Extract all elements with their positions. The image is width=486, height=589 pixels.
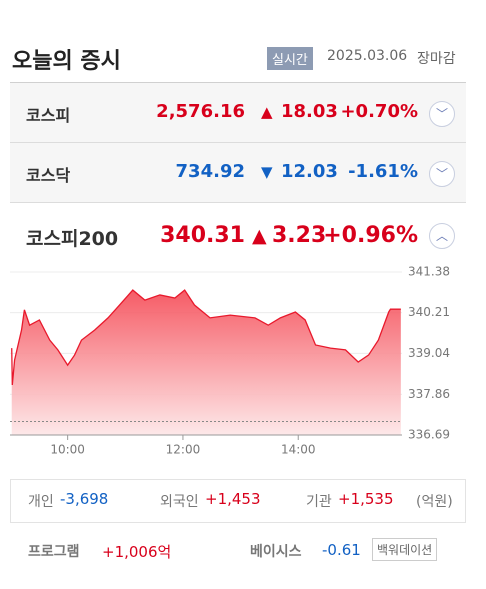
arrow-icon: ▲ (261, 103, 273, 121)
program-label: 프로그램 (28, 544, 80, 560)
y-tick-label: 339.04 (408, 346, 450, 360)
unit: (억원) (416, 494, 453, 510)
basis-badge: 백워데이션 (372, 538, 438, 561)
investor-box (10, 479, 466, 523)
toggle-button[interactable]: ︿ (429, 223, 455, 249)
index-value: 2,576.16 (156, 101, 245, 122)
toggle-button[interactable]: ﹀ (429, 101, 455, 127)
index-name: 코스피200 (26, 228, 119, 250)
toggle-button[interactable]: ﹀ (429, 161, 455, 187)
investor-label: 외국인 (160, 494, 199, 510)
status: 장마감 (417, 51, 456, 67)
x-tick-label: 10:00 (50, 443, 85, 457)
y-tick-label: 341.38 (408, 265, 450, 279)
investor-value: +1,453 (205, 490, 261, 508)
basis-label: 베이시스 (250, 544, 302, 560)
index-percent: -1.61% (348, 161, 418, 182)
area (11, 290, 401, 435)
index-percent: +0.96% (323, 223, 418, 248)
investor-label: 기관 (306, 494, 332, 510)
line (11, 289, 401, 386)
index-change: 12.03 (281, 161, 338, 182)
index-row (10, 143, 466, 203)
investor-label: 개인 (28, 494, 54, 510)
index-change: 3.23 (272, 223, 327, 248)
investor-value: -3,698 (60, 490, 109, 508)
badge: 실시간 (267, 47, 313, 70)
y-tick-label: 336.69 (408, 428, 450, 442)
index-change: 18.03 (281, 101, 338, 122)
title: 오늘의 증시 (12, 49, 121, 74)
index-name: 코스피 (26, 106, 71, 125)
y-tick-label: 337.86 (408, 387, 450, 401)
date: 2025.03.06 (327, 48, 408, 64)
program-value: +1,006억 (102, 543, 172, 561)
y-tick-label: 340.21 (408, 305, 450, 319)
x-tick-label: 12:00 (166, 443, 201, 457)
index-row (10, 83, 466, 143)
arrow-icon: ▲ (252, 225, 267, 247)
investor-value: +1,535 (338, 490, 394, 508)
x-tick-label: 14:00 (281, 443, 316, 457)
index-value: 340.31 (160, 223, 245, 248)
arrow-icon: ▼ (261, 163, 273, 181)
chart: 336.69 337.86 339.04 340.21 341.38 10:00 12:00… (10, 265, 450, 457)
basis-value: -0.61 (322, 541, 361, 559)
index-percent: +0.70% (340, 101, 418, 122)
index-name: 코스닥 (26, 166, 71, 185)
index-value: 734.92 (175, 161, 245, 182)
